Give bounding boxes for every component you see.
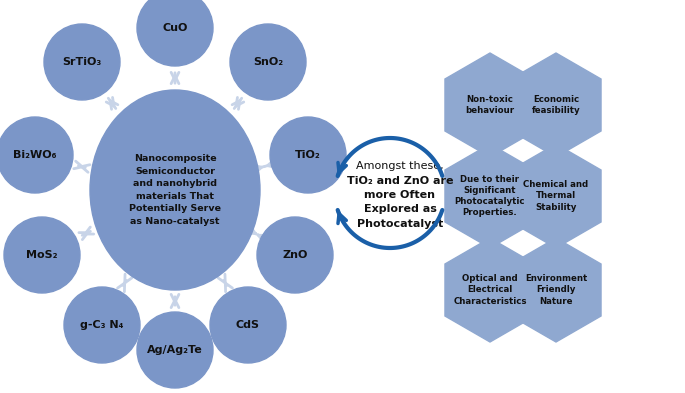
Text: Amongst these,: Amongst these, xyxy=(356,161,444,171)
Text: Economic
feasibility: Economic feasibility xyxy=(532,95,580,115)
Text: Nanocomposite
Semiconductor
and nanohybrid
materials That
Potentially Serve
as N: Nanocomposite Semiconductor and nanohybr… xyxy=(129,154,221,226)
Circle shape xyxy=(210,287,286,363)
Circle shape xyxy=(0,117,73,193)
Text: more Often: more Often xyxy=(364,190,436,200)
Text: SnO₂: SnO₂ xyxy=(253,57,283,67)
Polygon shape xyxy=(511,53,601,157)
Polygon shape xyxy=(445,144,535,248)
Circle shape xyxy=(44,24,120,100)
Polygon shape xyxy=(511,144,601,248)
Text: TiO₂ and ZnO are: TiO₂ and ZnO are xyxy=(347,176,453,185)
Text: Optical and
Electrical
Characteristics: Optical and Electrical Characteristics xyxy=(453,274,527,306)
Circle shape xyxy=(4,217,80,293)
Circle shape xyxy=(137,312,213,388)
Text: MoS₂: MoS₂ xyxy=(26,250,58,260)
Text: Photocatalyst: Photocatalyst xyxy=(357,219,443,229)
Circle shape xyxy=(257,217,333,293)
Text: Bi₂WO₆: Bi₂WO₆ xyxy=(13,150,57,160)
Text: Non-toxic
behaviour: Non-toxic behaviour xyxy=(465,95,514,115)
Text: CuO: CuO xyxy=(162,23,188,33)
Circle shape xyxy=(230,24,306,100)
Polygon shape xyxy=(445,53,535,157)
Polygon shape xyxy=(511,238,601,342)
Text: ZnO: ZnO xyxy=(282,250,308,260)
Text: Ag/Ag₂Te: Ag/Ag₂Te xyxy=(147,345,203,355)
Ellipse shape xyxy=(90,90,260,290)
Text: CdS: CdS xyxy=(236,320,260,330)
Text: Explored as: Explored as xyxy=(364,204,436,215)
Text: Due to their
Significant
Photocatalytic
Properties.: Due to their Significant Photocatalytic … xyxy=(455,175,525,217)
Text: g-C₃ N₄: g-C₃ N₄ xyxy=(80,320,124,330)
Circle shape xyxy=(137,0,213,66)
Text: TiO₂: TiO₂ xyxy=(295,150,321,160)
Text: SrTiO₃: SrTiO₃ xyxy=(62,57,101,67)
Text: Environment
Friendly
Nature: Environment Friendly Nature xyxy=(525,274,587,306)
Circle shape xyxy=(270,117,346,193)
Polygon shape xyxy=(445,238,535,342)
Text: Chemical and
Thermal
Stability: Chemical and Thermal Stability xyxy=(523,180,588,211)
Circle shape xyxy=(64,287,140,363)
